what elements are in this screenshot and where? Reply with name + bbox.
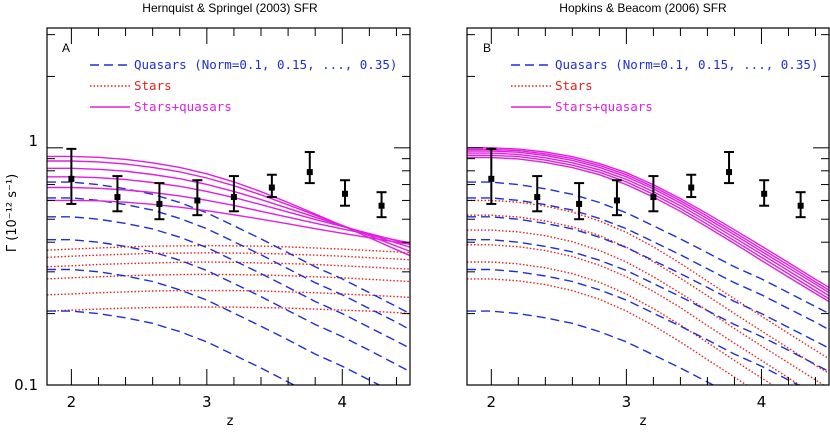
series-line-star-6 — [47, 306, 410, 315]
legend-total-label: Stars+quasars — [134, 99, 232, 114]
series-line-total-16 — [47, 160, 410, 253]
panel-b-label: B — [483, 41, 491, 55]
series-line-star-9 — [467, 229, 826, 385]
series-line-total-14 — [47, 176, 410, 245]
plot-frame — [46, 27, 411, 386]
series-line-quasar-2 — [467, 238, 829, 373]
data-point — [576, 200, 583, 207]
series-line-quasar-3 — [467, 216, 829, 349]
panel-a-legend: Quasars (Norm=0.1, 0.15, ..., 0.35) Star… — [90, 57, 397, 114]
legend-quasar-label: Quasars (Norm=0.1, 0.15, ..., 0.35) — [134, 57, 397, 72]
x-tick-label-2: 2 — [487, 393, 497, 411]
panel-a-label: A — [62, 41, 70, 55]
series-line-star-8 — [47, 273, 410, 283]
legend-star-label: Stars — [555, 78, 593, 93]
panel-b-title: Hopkins & Beacom (2006) SFR — [559, 1, 727, 15]
data-point — [114, 194, 121, 201]
x-tick-label-4: 4 — [757, 393, 767, 411]
data-point — [613, 197, 620, 204]
series-line-star-11 — [467, 199, 829, 360]
series-line-star-10 — [467, 214, 829, 374]
plot-frame — [466, 27, 830, 386]
panel-b-xlabel: z — [640, 414, 647, 429]
data-point — [230, 194, 237, 201]
legend-star-label: Stars — [134, 78, 172, 93]
y-tick-label-0.1: 0.1 — [14, 376, 38, 394]
data-point — [797, 202, 804, 209]
panel-a-xlabel: z — [227, 414, 234, 429]
series-line-quasar-2 — [47, 238, 410, 373]
data-point — [268, 184, 275, 191]
series-line-total-13 — [467, 154, 829, 300]
legend-quasar-label: Quasars (Norm=0.1, 0.15, ..., 0.35) — [555, 57, 818, 72]
panel-curves — [467, 147, 829, 385]
panel-b: Hopkins & Beacom (2006) SFR B z Quasars … — [466, 1, 830, 429]
series-line-total-12 — [47, 199, 410, 245]
series-line-total-17 — [467, 147, 829, 289]
series-line-quasar-1 — [467, 268, 800, 385]
y-tick-label-1: 1 — [28, 132, 38, 150]
data-point — [306, 169, 313, 176]
x-tick-label-2: 2 — [67, 393, 77, 411]
y-axis-label: Γ (10⁻¹² s⁻¹) — [5, 174, 20, 252]
panel-a: Hernquist & Springel (2003) SFR A z Quas… — [46, 1, 411, 429]
panel-a-title: Hernquist & Springel (2003) SFR — [142, 1, 318, 15]
data-point — [156, 200, 163, 207]
x-tick-label-3: 3 — [622, 393, 632, 411]
series-line-star-9 — [47, 261, 410, 270]
data-point — [761, 190, 768, 197]
series-line-quasar-5 — [47, 181, 410, 315]
series-line-quasar-1 — [47, 268, 381, 385]
series-line-quasar-4 — [467, 197, 829, 331]
x-tick-label-3: 3 — [202, 393, 212, 411]
data-point — [688, 184, 695, 191]
series-line-total-17 — [47, 155, 410, 257]
x-tick-label-4: 4 — [338, 393, 348, 411]
series-line-total-14 — [467, 152, 829, 297]
series-line-quasar-3 — [47, 216, 410, 349]
data-point — [650, 194, 657, 201]
series-line-star-7 — [47, 289, 410, 299]
series-line-total-15 — [467, 150, 829, 294]
data-point — [534, 194, 541, 201]
data-point — [194, 197, 201, 204]
data-point — [68, 175, 75, 182]
data-point — [341, 190, 348, 197]
panel-b-legend: Quasars (Norm=0.1, 0.15, ..., 0.35) Star… — [511, 57, 818, 114]
series-line-quasar-0 — [467, 310, 715, 385]
series-line-star-8 — [467, 244, 802, 385]
series-line-star-11 — [47, 244, 410, 254]
panel-curves — [47, 155, 410, 385]
series-line-star-10 — [47, 252, 410, 261]
series-line-quasar-0 — [47, 310, 296, 385]
series-line-total-12 — [467, 156, 829, 303]
data-point — [378, 202, 385, 209]
data-point — [488, 175, 495, 182]
series-line-star-7 — [467, 261, 775, 385]
series-line-quasar-5 — [467, 181, 829, 315]
series-line-star-6 — [467, 278, 748, 385]
legend-total-label: Stars+quasars — [555, 99, 653, 114]
data-point — [726, 169, 733, 176]
